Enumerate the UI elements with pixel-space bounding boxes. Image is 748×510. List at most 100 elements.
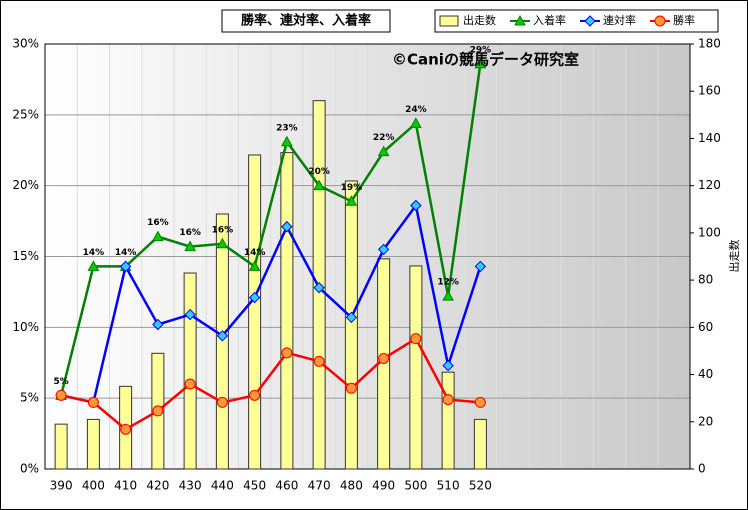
y-tick-label: 5% xyxy=(20,391,39,405)
marker xyxy=(248,291,261,304)
marker xyxy=(514,14,526,26)
y2-tick-label: 100 xyxy=(698,225,721,239)
value-label: 14% xyxy=(244,248,266,258)
x-tick-label: 480 xyxy=(340,479,363,493)
value-label: 23% xyxy=(276,123,298,133)
value-label: 12% xyxy=(437,278,459,288)
marker xyxy=(377,243,390,256)
marker xyxy=(442,359,454,372)
y2-tick-label: 0 xyxy=(698,462,706,476)
x-tick-label: 400 xyxy=(82,479,105,493)
y2-axis-label: 出走数 xyxy=(727,240,741,273)
marker xyxy=(216,330,229,342)
marker xyxy=(313,179,325,191)
marker xyxy=(474,260,487,273)
marker xyxy=(474,57,487,69)
bar xyxy=(248,154,262,470)
y2-tick-label: 40 xyxy=(698,367,713,381)
x-tick-label: 470 xyxy=(308,479,331,493)
value-label: 22% xyxy=(373,133,395,143)
value-label: 16% xyxy=(147,218,169,228)
marker xyxy=(87,260,100,271)
marker xyxy=(281,347,293,359)
bar xyxy=(409,265,423,470)
marker xyxy=(120,423,132,435)
marker xyxy=(345,382,357,394)
marker xyxy=(87,396,99,408)
y-tick-label: 20% xyxy=(12,178,39,192)
y-tick-label: 30% xyxy=(12,37,39,51)
marker xyxy=(184,240,196,252)
y-tick-label: 15% xyxy=(12,249,39,263)
legend-label: 連対率 xyxy=(603,13,636,27)
y-tick-label: 10% xyxy=(12,320,39,334)
bar xyxy=(441,371,455,470)
y2-tick-label: 80 xyxy=(698,273,713,287)
legend-swatch xyxy=(439,15,459,27)
marker xyxy=(410,333,422,345)
marker xyxy=(152,405,164,417)
legend-label: 出走数 xyxy=(463,13,496,27)
value-label: 16% xyxy=(212,225,234,235)
x-tick-label: 430 xyxy=(179,479,202,493)
bar xyxy=(344,180,358,470)
y2-tick-label: 120 xyxy=(698,178,721,192)
y2-tick-label: 140 xyxy=(698,131,721,145)
marker xyxy=(410,117,422,128)
marker xyxy=(345,195,358,206)
line xyxy=(60,336,481,431)
value-label: 16% xyxy=(179,228,201,238)
x-tick-label: 490 xyxy=(372,479,395,493)
bar xyxy=(86,418,100,470)
marker xyxy=(474,396,486,408)
bar xyxy=(54,423,68,470)
value-label: 19% xyxy=(341,183,363,193)
marker xyxy=(152,318,164,331)
y2-tick-label: 160 xyxy=(698,84,721,98)
y2-tick-label: 180 xyxy=(698,37,721,51)
marker xyxy=(442,290,454,301)
value-label: 14% xyxy=(83,248,105,258)
plot-border xyxy=(44,43,691,470)
marker xyxy=(152,230,164,242)
x-tick-label: 450 xyxy=(243,479,266,493)
marker xyxy=(584,15,596,27)
y-tick-label: 25% xyxy=(12,107,39,121)
marker xyxy=(216,237,229,249)
marker xyxy=(119,260,132,273)
watermark: ©Caniの競馬データ研究室 xyxy=(392,51,579,69)
bar xyxy=(183,272,197,470)
x-tick-label: 510 xyxy=(437,479,460,493)
chart-title: 勝率、連対率、入着率 xyxy=(241,13,371,29)
marker xyxy=(281,221,293,233)
title-box xyxy=(221,9,391,33)
x-tick-label: 390 xyxy=(50,479,73,493)
marker xyxy=(410,199,422,212)
marker xyxy=(654,15,666,27)
x-tick-label: 440 xyxy=(211,479,234,493)
marker xyxy=(55,389,67,401)
x-tick-label: 500 xyxy=(404,479,427,493)
value-label: 14% xyxy=(115,248,137,258)
marker xyxy=(184,308,196,321)
legend-label: 勝率 xyxy=(673,13,695,27)
x-tick-label: 420 xyxy=(146,479,169,493)
marker xyxy=(377,145,390,157)
marker xyxy=(216,396,228,408)
value-label: 29% xyxy=(470,45,492,55)
bar xyxy=(280,152,294,470)
marker xyxy=(345,311,358,324)
x-tick-label: 520 xyxy=(469,479,492,493)
y2-tick-label: 20 xyxy=(698,414,713,428)
marker xyxy=(313,281,325,294)
y-tick-label: 0% xyxy=(20,462,39,476)
line xyxy=(60,202,482,404)
marker xyxy=(249,389,261,401)
marker xyxy=(378,353,390,364)
bar xyxy=(473,418,487,470)
marker xyxy=(184,378,196,390)
x-tick-label: 460 xyxy=(275,479,298,493)
value-label: 24% xyxy=(405,105,427,115)
marker xyxy=(281,135,293,147)
